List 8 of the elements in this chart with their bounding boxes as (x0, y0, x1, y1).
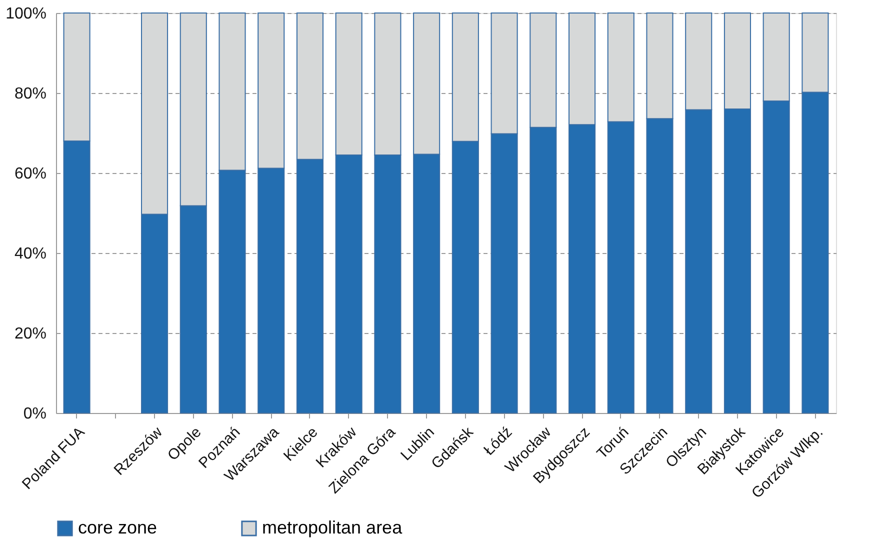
y-tick-label: 60% (14, 166, 46, 182)
legend-label: core zone (78, 517, 158, 538)
y-tick-label: 20% (14, 326, 46, 342)
legend-label: metropolitan area (262, 517, 404, 538)
y-tick-label: 0% (23, 406, 46, 422)
y-tick-label: 40% (14, 246, 46, 262)
y-tick-label: 80% (14, 86, 46, 102)
y-tick-label: 100% (6, 6, 46, 22)
